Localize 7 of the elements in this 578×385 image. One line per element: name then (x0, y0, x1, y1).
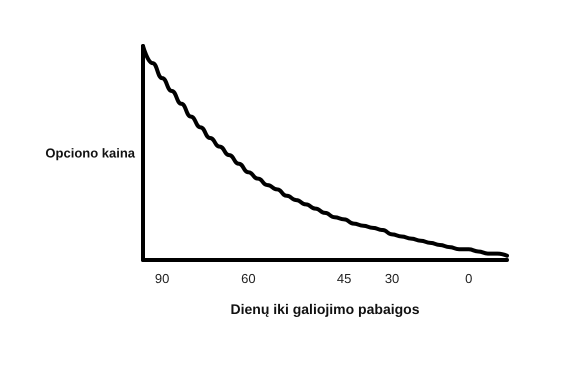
y-axis-title: Opciono kaina (45, 146, 136, 160)
x-tick-label: 0 (465, 271, 472, 286)
x-tick-label: 30 (384, 271, 400, 286)
x-tick-label: 45 (336, 271, 352, 286)
x-tick-label: 90 (154, 271, 170, 286)
x-tick-label: 60 (241, 271, 256, 286)
x-axis-title: Dienų iki galiojimo pabaigos (230, 301, 420, 317)
